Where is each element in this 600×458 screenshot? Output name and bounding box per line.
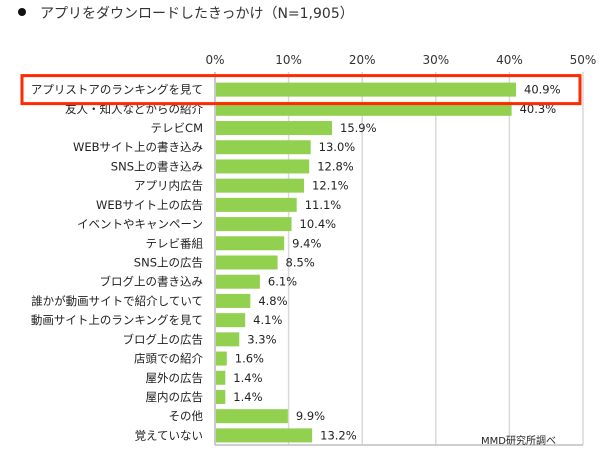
x-tick-label: 20% — [349, 53, 376, 67]
category-label: ブログ上の書き込み — [100, 275, 204, 289]
value-label: 13.2% — [320, 428, 357, 442]
bar — [216, 197, 297, 212]
value-label: 1.6% — [235, 352, 264, 366]
category-label: 屋内の広告 — [146, 390, 204, 404]
category-label: SNS上の書き込み — [111, 159, 203, 173]
bar — [216, 370, 226, 385]
bar — [216, 121, 333, 136]
bar — [216, 140, 311, 155]
bar — [216, 178, 305, 193]
x-tick-label: 0% — [205, 53, 224, 67]
category-label: イベントやキャンペーン — [77, 217, 203, 231]
x-tick-label: 30% — [422, 53, 449, 67]
bar — [216, 255, 278, 270]
bar — [216, 351, 227, 366]
bar — [216, 159, 310, 174]
value-label: 13.0% — [319, 140, 356, 154]
category-label: テレビCM — [151, 121, 203, 135]
value-label: 3.3% — [247, 332, 276, 346]
x-tick-label: 40% — [496, 53, 523, 67]
category-label: テレビ番組 — [146, 236, 204, 250]
bullet-icon — [18, 8, 26, 16]
category-label: WEBサイト上の広告 — [96, 198, 203, 212]
bar — [216, 313, 246, 328]
x-tick-label: 50% — [570, 53, 597, 67]
category-label: 店頭での紹介 — [134, 352, 203, 366]
value-label: 1.4% — [233, 390, 262, 404]
value-label: 12.1% — [312, 179, 349, 193]
value-label: 1.4% — [233, 371, 262, 385]
bar — [216, 82, 517, 97]
category-label: アプリ内広告 — [134, 179, 203, 193]
category-label: その他 — [169, 409, 204, 423]
category-label: 動画サイト上のランキングを見て — [31, 313, 203, 327]
value-label: 6.1% — [268, 275, 297, 289]
bar — [216, 332, 240, 347]
value-label: 40.3% — [520, 102, 557, 116]
value-label: 9.4% — [292, 236, 321, 250]
chart-title-text: アプリをダウンロードしたきっかけ（N=1,905） — [40, 6, 354, 22]
category-label: アプリストアのランキングを見て — [31, 83, 203, 97]
chart-title: アプリをダウンロードしたきっかけ（N=1,905） — [18, 3, 354, 23]
bar — [216, 274, 260, 289]
category-label: 誰かが動画サイトで紹介していて — [31, 294, 203, 308]
category-label: 友人・知人などからの紹介 — [65, 102, 203, 116]
bar — [216, 217, 292, 232]
category-label: SNS上の広告 — [134, 256, 203, 270]
value-label: 40.9% — [524, 83, 561, 97]
bar — [216, 428, 313, 443]
category-label: WEBサイト上の書き込み — [73, 140, 203, 154]
value-label: 11.1% — [305, 198, 342, 212]
value-label: 12.8% — [317, 159, 354, 173]
value-label: 4.1% — [253, 313, 282, 327]
bar — [216, 409, 288, 424]
bar — [216, 293, 251, 308]
value-label: 8.5% — [286, 256, 315, 270]
x-tick-label: 10% — [275, 53, 302, 67]
value-label: 9.9% — [296, 409, 325, 423]
highlight-box — [20, 74, 582, 106]
bar — [216, 101, 512, 116]
value-label: 4.8% — [258, 294, 287, 308]
category-label: 覚えていない — [135, 428, 203, 442]
value-label: 10.4% — [300, 217, 337, 231]
value-label: 15.9% — [340, 121, 377, 135]
category-label: ブログ上の広告 — [123, 332, 204, 346]
category-label: 屋外の広告 — [146, 371, 204, 385]
bar — [216, 389, 226, 404]
source-credit: MMD研究所調べ — [481, 436, 556, 447]
bar — [216, 236, 285, 251]
